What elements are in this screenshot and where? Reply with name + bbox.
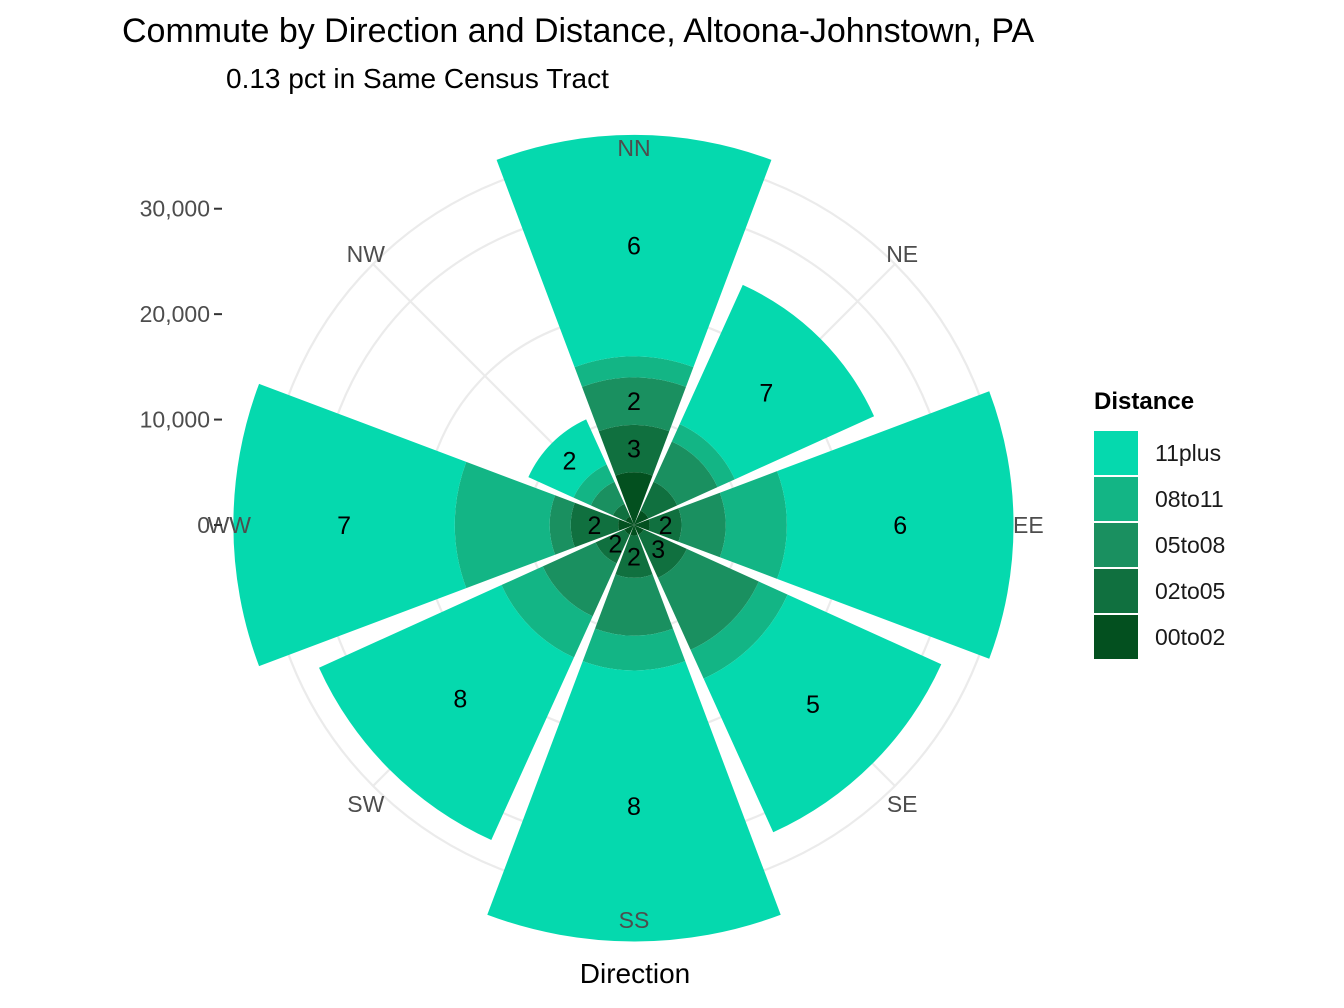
legend-title: Distance [1094,388,1195,415]
bar-NE-05to08 [653,441,718,506]
y-tick-label: 0 [197,512,210,538]
legend-label: 08to11 [1155,485,1224,512]
bar-NW-08to11 [573,464,615,506]
legend-key [1094,477,1138,521]
bar-SS-00to02 [630,525,638,536]
bar-SS-02to05 [615,534,653,578]
y-tick-label: 30,000 [140,196,210,222]
bar-label: 7 [337,512,351,540]
category-label-NW: NW [347,241,386,267]
legend-item: 00to02 [1094,614,1225,660]
category-label-SW: SW [347,791,384,817]
category-label-NN: NN [617,135,650,161]
bar-SS-08to11 [582,628,686,671]
bar-label: 2 [627,388,641,416]
bar-SE-05to08 [657,548,759,650]
bar-EE-00to02 [634,519,650,531]
bar-label: 2 [563,448,577,476]
bar-label: 2 [588,512,602,540]
bar-EE-08to11 [719,471,787,579]
bar-EE-02to05 [648,508,682,542]
bar-WW-02to05 [570,502,620,548]
bar-SE-11plus [703,594,942,833]
legend-item: 11plus [1094,430,1225,476]
chart-title: Commute by Direction and Distance, Altoo… [122,12,1035,50]
bar-label: 3 [651,536,665,564]
bar-NN-08to11 [574,356,694,387]
bar-NE-02to05 [640,481,678,519]
bar-NN-00to02 [615,472,653,525]
bar-SS-05to08 [595,574,673,636]
bar-SS-11plus [487,661,781,942]
bar-label: 2 [608,531,622,559]
chart-subtitle: 0.13 pct in Same Census Tract [226,63,609,94]
bar-SW-11plus [319,585,574,840]
bar-label: 6 [627,233,641,261]
category-label-EE: EE [1013,512,1044,538]
bar-NW-11plus [528,419,607,498]
bar-WW-05to08 [549,495,575,555]
legend: Distance 11plus 08to11 05to08 02to05 00to02 [1094,388,1225,660]
bar-SW-00to02 [624,525,634,535]
bar-SW-02to05 [595,529,630,564]
bar-label: 6 [893,512,907,540]
legend-label: 11plus [1155,439,1222,466]
bar-SE-08to11 [690,581,788,679]
bar-SW-08to11 [501,566,593,658]
y-tick-label: 10,000 [140,407,210,433]
bar-EE-11plus [777,391,1014,659]
legend-item: 08to11 [1094,476,1225,522]
bar-NE-11plus [679,284,875,480]
x-axis-label: Direction [579,958,691,989]
bar-label: 8 [627,793,641,821]
category-label-NE: NE [886,241,918,267]
bar-WW-11plus [233,383,467,667]
bar-label: 7 [759,380,773,408]
bar-label: 5 [806,691,820,719]
legend-key [1094,523,1138,567]
bar-NN-05to08 [582,377,686,432]
bar-EE-05to08 [678,492,726,558]
bar-NE-08to11 [671,424,735,488]
legend-item: 02to05 [1094,568,1225,614]
y-tick-label: 20,000 [140,301,210,327]
bar-label: 3 [627,436,641,464]
legend-key [1094,431,1138,475]
bar-label: 2 [659,512,673,540]
legend-item: 05to08 [1094,522,1225,568]
legend-label: 00to02 [1155,623,1226,650]
bar-NW-02to05 [612,503,631,522]
legend-key [1094,569,1138,613]
bar-NN-11plus [496,134,772,368]
bar-label: 2 [627,544,641,572]
bar-WW-08to11 [454,461,556,589]
bar-label: 8 [453,686,467,714]
legend-label: 05to08 [1155,531,1226,558]
bar-NW-05to08 [590,481,625,516]
legend-key [1094,615,1138,659]
category-label-SE: SE [887,791,918,817]
category-label-SS: SS [619,907,650,933]
bar-NN-02to05 [598,424,670,476]
bar-WW-00to02 [618,519,634,531]
bar-NE-00to02 [634,510,649,525]
bar-SE-00to02 [634,525,644,535]
bar-SE-02to05 [638,529,687,578]
bar-NW-00to02 [625,516,634,525]
legend-label: 02to05 [1155,577,1226,604]
bar-SW-05to08 [542,542,617,617]
